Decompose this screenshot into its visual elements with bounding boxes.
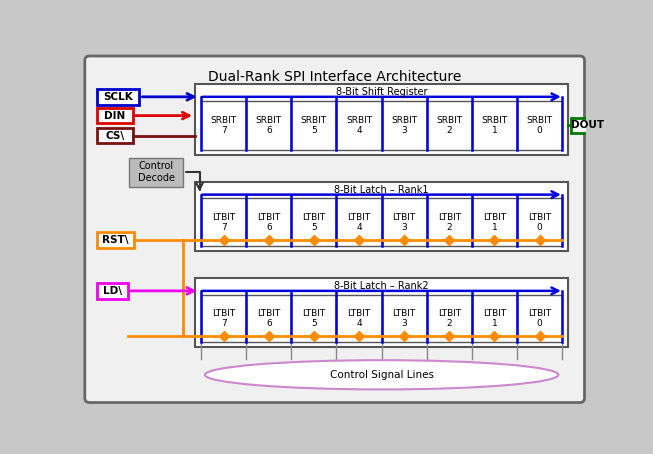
Text: SRBIT
1: SRBIT 1 [481,116,507,135]
Text: RST\: RST\ [103,235,129,245]
Text: LTBIT
4: LTBIT 4 [347,309,371,328]
Text: SRBIT
6: SRBIT 6 [256,116,282,135]
Text: LTBIT
2: LTBIT 2 [438,212,461,232]
Bar [336,101,381,150]
Bar [472,295,517,342]
Bar [97,283,128,299]
Bar [336,198,381,246]
Text: 8-Bit Shift Register: 8-Bit Shift Register [336,87,427,97]
Text: Control
Decode: Control Decode [138,161,175,183]
Bar [517,295,562,342]
Bar [472,101,517,150]
Bar [97,232,134,248]
Text: SRBIT
0: SRBIT 0 [526,116,552,135]
Bar [381,101,427,150]
Bar [427,295,472,342]
Text: SRBIT
5: SRBIT 5 [301,116,327,135]
Bar [291,198,336,246]
Bar [195,84,568,154]
Bar [336,295,381,342]
Text: Control Signal Lines: Control Signal Lines [330,370,434,380]
Text: DOUT: DOUT [571,120,604,130]
Text: SRBIT
3: SRBIT 3 [391,116,417,135]
Text: Dual-Rank SPI Interface Architecture: Dual-Rank SPI Interface Architecture [208,70,461,84]
Text: LD\: LD\ [103,286,122,296]
Text: LTBIT
7: LTBIT 7 [212,309,235,328]
Text: SRBIT
4: SRBIT 4 [346,116,372,135]
Bar [201,101,246,150]
Bar [381,198,427,246]
Text: LTBIT
1: LTBIT 1 [483,309,506,328]
Text: LTBIT
3: LTBIT 3 [392,309,416,328]
Bar [381,295,427,342]
Bar [246,101,291,150]
Bar [517,101,562,150]
Bar [201,295,246,342]
Text: LTBIT
5: LTBIT 5 [302,309,326,328]
Text: LTBIT
4: LTBIT 4 [347,212,371,232]
Bar [291,101,336,150]
Bar [201,198,246,246]
Text: LTBIT
5: LTBIT 5 [302,212,326,232]
Text: LTBIT
0: LTBIT 0 [528,309,551,328]
Text: DIN: DIN [104,111,125,121]
Text: SCLK: SCLK [103,92,133,102]
Text: LTBIT
6: LTBIT 6 [257,309,280,328]
Bar [571,118,604,133]
FancyBboxPatch shape [85,56,584,403]
Bar [427,101,472,150]
Text: LTBIT
7: LTBIT 7 [212,212,235,232]
Text: LTBIT
3: LTBIT 3 [392,212,416,232]
Text: 8-Bit Latch – Rank2: 8-Bit Latch – Rank2 [334,281,429,291]
Bar [129,158,183,187]
Text: LTBIT
2: LTBIT 2 [438,309,461,328]
Text: SRBIT
2: SRBIT 2 [436,116,462,135]
Text: 8-Bit Latch – Rank1: 8-Bit Latch – Rank1 [334,185,429,195]
Text: CS\: CS\ [105,131,124,141]
Bar [97,128,133,143]
Bar [517,198,562,246]
Bar [195,182,568,251]
Bar [246,295,291,342]
Bar [195,278,568,347]
Bar [246,198,291,246]
Bar [291,295,336,342]
Bar [97,89,140,104]
Bar [472,198,517,246]
Text: LTBIT
6: LTBIT 6 [257,212,280,232]
Text: LTBIT
0: LTBIT 0 [528,212,551,232]
Text: SRBIT
7: SRBIT 7 [210,116,236,135]
Bar [427,198,472,246]
Bar [97,109,133,123]
Text: LTBIT
1: LTBIT 1 [483,212,506,232]
Ellipse shape [205,360,558,390]
